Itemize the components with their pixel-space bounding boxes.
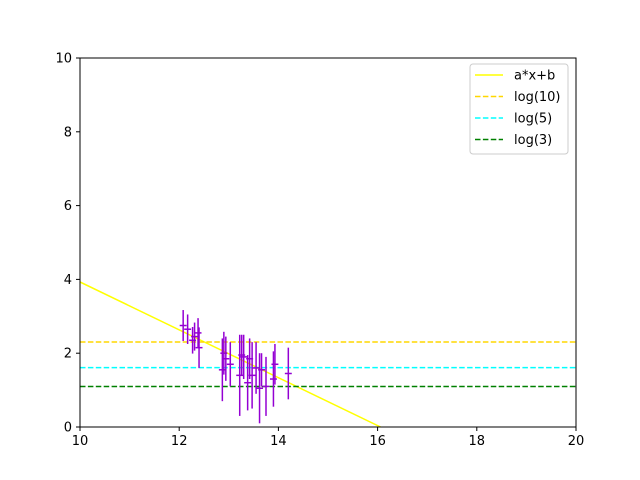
y-tick-label: 0	[64, 421, 72, 436]
y-tick-label: 4	[64, 273, 72, 288]
errorbar-point-22	[284, 347, 292, 400]
y-tick-label: 10	[55, 52, 72, 67]
legend-box	[469, 63, 569, 155]
axes-frame	[79, 57, 577, 428]
axes: 10 12 14 16 18 20 0 2 4 6 8 10	[55, 52, 584, 450]
errorbar-point-4	[194, 318, 202, 348]
errorbar-point-0	[179, 310, 187, 342]
legend-label-2: log(5)	[514, 112, 552, 127]
errorbar-point-13	[244, 355, 252, 411]
errorbar-point-12	[240, 334, 248, 380]
x-tick-label: 18	[469, 434, 486, 449]
errorbar-point-15	[248, 342, 256, 409]
y-tick-label: 6	[64, 199, 72, 214]
errorbar-point-16	[252, 342, 260, 394]
legend-label-3: log(3)	[514, 133, 552, 148]
errorbar-point-1	[184, 314, 192, 344]
x-tick-label: 14	[270, 434, 287, 449]
x-tick-label: 12	[171, 434, 188, 449]
errorbar-point-19	[262, 356, 270, 416]
plot-content	[80, 281, 576, 427]
errorbar-point-8	[222, 336, 230, 381]
y-tick-label: 8	[64, 125, 72, 140]
legend: a*x+b log(10) log(5) log(3)	[469, 63, 569, 155]
errorbar-point-18	[258, 353, 266, 387]
errorbar-point-21	[271, 343, 279, 385]
x-tick-label: 16	[369, 434, 386, 449]
legend-label-0: a*x+b	[514, 69, 555, 84]
errorbar-point-17	[256, 353, 264, 424]
x-tick-label: 20	[568, 434, 585, 449]
y-tick-label: 2	[64, 347, 72, 362]
errorbar-point-20	[269, 351, 277, 407]
errorbar-point-3	[191, 322, 199, 351]
errorbar-point-9	[226, 342, 234, 387]
errorbar-point-5	[195, 327, 203, 368]
legend-label-1: log(10)	[514, 90, 561, 105]
errorbar-point-6	[218, 338, 226, 402]
x-tick-label: 10	[72, 434, 89, 449]
